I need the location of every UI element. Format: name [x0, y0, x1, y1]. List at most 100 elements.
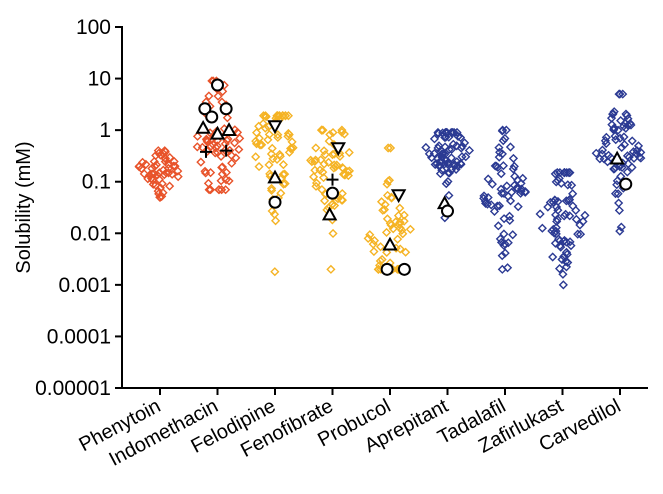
data-point: [368, 239, 378, 249]
data-point: [383, 176, 393, 186]
data-point: [627, 136, 637, 146]
data-point: [143, 174, 153, 184]
data-point: [508, 153, 519, 164]
data-point: [141, 159, 151, 169]
y-tick-label: 100: [76, 16, 111, 39]
data-point: [459, 138, 470, 148]
data-point: [450, 160, 460, 170]
data-point: [505, 196, 516, 206]
data-point: [443, 168, 453, 178]
data-point: [606, 153, 616, 163]
data-point: [165, 181, 175, 191]
data-point: [255, 140, 265, 150]
data-point: [154, 168, 164, 178]
data-point: [201, 134, 211, 144]
data-point: [222, 113, 232, 123]
data-point: [628, 147, 639, 157]
data-point: [196, 157, 206, 167]
data-point: [502, 181, 512, 191]
data-point: [217, 162, 228, 172]
y-tick-label: 0.01: [70, 222, 111, 245]
data-point: [229, 138, 240, 148]
data-point: [434, 141, 444, 151]
data-point: [173, 172, 183, 182]
data-point: [562, 168, 572, 178]
data-point: [499, 214, 509, 224]
data-point: [263, 135, 273, 145]
data-point: [487, 179, 497, 189]
data-point: [444, 190, 454, 201]
data-point: [535, 209, 545, 219]
reference-markers: [195, 78, 633, 276]
data-point: [617, 142, 627, 153]
data-point: [518, 173, 528, 183]
data-point: [192, 131, 203, 141]
plus-marker: [220, 144, 233, 157]
data-point: [553, 205, 563, 215]
data-point: [421, 142, 431, 153]
data-point: [397, 225, 407, 235]
data-point: [629, 153, 639, 163]
data-point: [456, 143, 466, 153]
data-point: [382, 214, 393, 224]
data-point: [571, 214, 581, 224]
data-point: [148, 179, 158, 189]
data-point: [208, 139, 218, 150]
data-point: [163, 163, 174, 173]
data-point: [554, 234, 564, 244]
triangle-up-marker: [609, 150, 625, 165]
data-point: [201, 168, 211, 178]
data-point: [557, 254, 567, 265]
data-point: [217, 169, 227, 179]
data-point: [235, 133, 245, 143]
data-point: [325, 129, 335, 140]
data-point: [496, 169, 506, 179]
data-point: [399, 216, 409, 226]
data-point: [213, 91, 223, 101]
data-point: [265, 169, 275, 179]
x-axis: PhenytoinIndomethacinFelodipineFenofibra…: [75, 387, 648, 471]
data-point: [609, 123, 619, 133]
data-point: [492, 201, 502, 211]
data-point: [310, 156, 320, 167]
data-point: [221, 175, 231, 185]
data-point: [393, 234, 403, 244]
data-point: [439, 159, 450, 169]
data-point: [395, 203, 405, 213]
data-point: [545, 197, 555, 208]
data-point: [500, 248, 510, 258]
data-point: [254, 161, 264, 172]
data-point: [375, 260, 385, 271]
data-point: [614, 198, 624, 208]
triangle-down-marker: [267, 120, 283, 135]
data-point: [214, 185, 224, 195]
data-point: [558, 280, 568, 290]
data-point: [448, 139, 458, 149]
triangle-up-marker: [221, 122, 237, 136]
triangle-down-marker: [330, 142, 346, 157]
data-point: [375, 242, 386, 252]
data-point: [398, 229, 408, 239]
data-point: [234, 144, 244, 155]
data-point: [231, 153, 241, 163]
circle-marker: [268, 195, 282, 209]
data-point: [619, 132, 629, 142]
data-point: [323, 157, 334, 167]
data-point: [499, 229, 509, 239]
data-point: [610, 131, 620, 141]
data-point: [435, 168, 446, 179]
triangle-down-marker: [390, 189, 407, 204]
y-tick-label: 0.1: [82, 171, 111, 194]
data-point: [225, 145, 235, 156]
data-point: [636, 147, 646, 157]
data-point: [611, 135, 621, 145]
data-point: [497, 251, 507, 261]
data-point: [278, 160, 288, 170]
data-point: [153, 146, 163, 156]
circle-marker: [205, 110, 219, 124]
data-point: [324, 136, 334, 146]
data-point: [597, 145, 608, 155]
data-point: [455, 132, 466, 143]
data-point: [441, 132, 451, 142]
data-point: [153, 186, 163, 196]
